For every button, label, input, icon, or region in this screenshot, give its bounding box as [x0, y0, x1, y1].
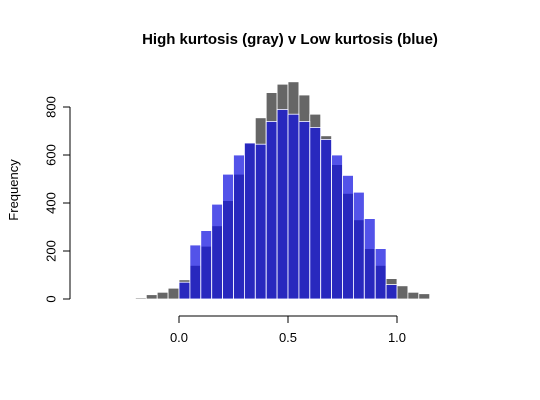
y-tick-label-4: 800 [43, 96, 58, 118]
gray-bar-24 [396, 285, 409, 300]
gray-bar-3 [167, 287, 180, 300]
blue-bar-0 [178, 281, 191, 300]
y-tick-label-3: 600 [43, 144, 58, 166]
blue-bar-5 [233, 154, 245, 300]
chart-title: High kurtosis (gray) v Low kurtosis (blu… [142, 31, 438, 48]
blue-bar-2 [200, 230, 213, 300]
gray-bar-25 [407, 291, 420, 300]
blue-bar-4 [222, 173, 234, 300]
gray-bar-26 [418, 293, 431, 300]
x-tick-label-0: 0.0 [170, 330, 188, 345]
blue-bar-11 [298, 121, 311, 300]
axes-layer: 0 200 400 600 800 0.0 0.5 1.0 [43, 96, 406, 345]
blue-bar-18 [374, 248, 387, 300]
blue-bar-17 [363, 218, 376, 300]
blue-bar-14 [331, 154, 343, 300]
x-tick-label-1: 0.5 [279, 330, 297, 345]
y-tick-label-0: 0 [43, 295, 58, 302]
blue-bar-9 [276, 109, 289, 300]
blue-bar-16 [352, 191, 365, 300]
y-axis-label: Frequency [6, 159, 21, 221]
x-tick-label-2: 1.0 [388, 330, 406, 345]
blue-bar-10 [287, 113, 300, 300]
blue-bar-15 [342, 174, 354, 300]
blue-bar-7 [254, 143, 267, 300]
gray-bar-2 [156, 291, 169, 300]
blue-bar-6 [243, 142, 256, 300]
y-tick-label-1: 200 [43, 240, 58, 262]
blue-bar-13 [320, 138, 333, 300]
bars-layer [134, 81, 431, 300]
blue-bar-19 [385, 284, 398, 300]
blue-bar-1 [189, 244, 202, 300]
blue-bar-12 [309, 127, 322, 300]
y-tick-label-2: 400 [43, 192, 58, 214]
gray-bar-1 [145, 294, 158, 300]
gray-bar-0 [134, 297, 147, 300]
blue-bar-8 [265, 121, 278, 300]
blue-bar-3 [211, 203, 223, 300]
